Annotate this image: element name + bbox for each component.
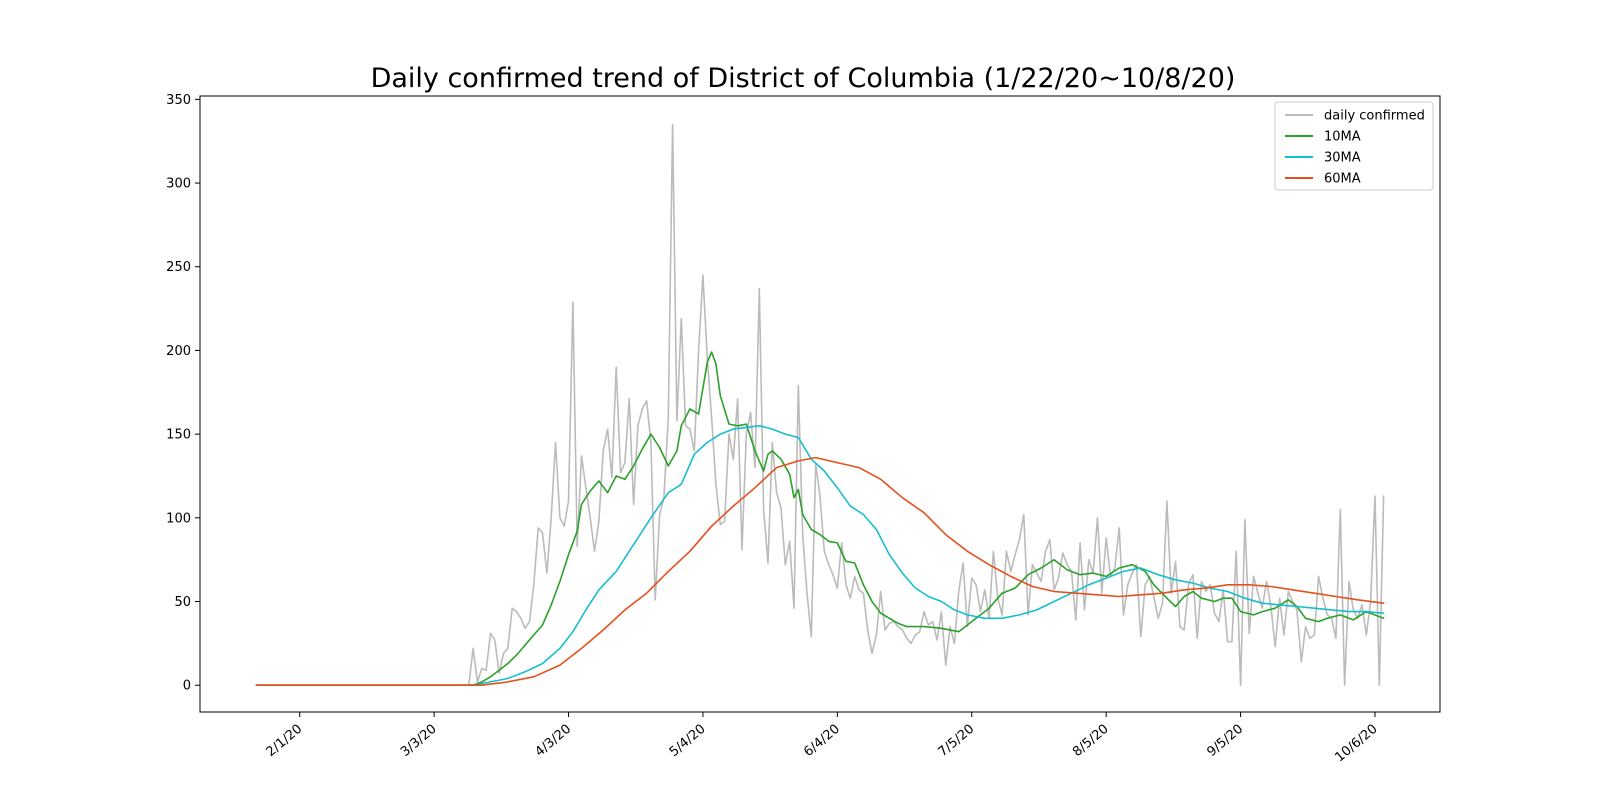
legend: daily confirmed 10MA 30MA 60MA: [1274, 101, 1434, 191]
y-tick-label: 150: [166, 428, 191, 443]
legend-box: [1274, 101, 1434, 191]
x-tick-label: 7/5/20: [936, 722, 978, 760]
y-tick-label: 200: [166, 344, 191, 359]
y-tick-label: 250: [166, 260, 191, 275]
y-tick-label: 100: [166, 511, 191, 526]
y-tick-label: 50: [174, 595, 191, 610]
legend-label-3: 60MA: [1324, 172, 1361, 187]
legend-label-2: 30MA: [1324, 151, 1361, 166]
y-tick-label: 300: [166, 177, 191, 192]
x-tick-label: 3/3/20: [398, 722, 440, 760]
series-line-3: [255, 456, 1385, 687]
x-tick-label: 5/4/20: [667, 722, 709, 760]
x-tick-label: 4/3/20: [532, 722, 574, 760]
x-tick-label: 10/6/20: [1332, 722, 1380, 766]
series-line-2: [255, 424, 1385, 687]
x-tick-label: 9/5/20: [1204, 722, 1246, 760]
series-line-0: [255, 123, 1385, 687]
x-tick-label: 6/4/20: [801, 722, 843, 760]
x-tick-label: 2/1/20: [264, 722, 306, 760]
y-tick-label: 0: [183, 679, 191, 694]
x-tick-label: 8/5/20: [1070, 722, 1112, 760]
legend-label-0: daily confirmed: [1324, 109, 1425, 124]
series-layer: [255, 123, 1385, 687]
series-line-1: [255, 351, 1385, 687]
y-tick-label: 350: [166, 93, 191, 108]
plot-area: [199, 95, 1441, 713]
chart-title: Daily confirmed trend of District of Col…: [371, 63, 1236, 94]
legend-label-1: 10MA: [1324, 130, 1361, 145]
